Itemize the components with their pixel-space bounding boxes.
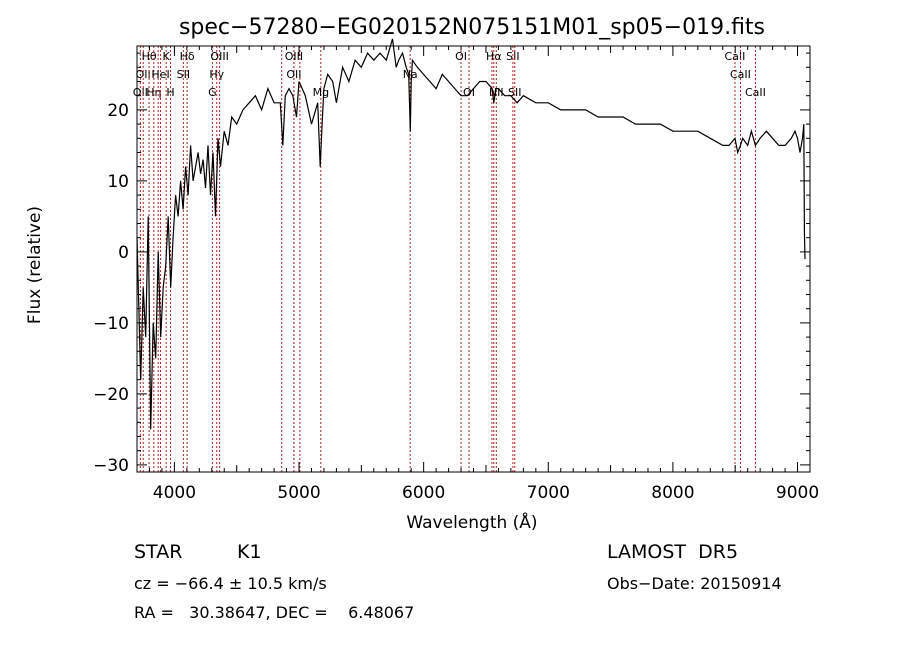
observation-date: Obs−Date: 20150914 [607, 574, 782, 593]
spectral-line-label: Hθ [142, 50, 157, 63]
object-subclass: K1 [237, 541, 262, 563]
spectrum-line [136, 38, 806, 430]
y-tick-label: −20 [93, 385, 129, 405]
spectral-line-label: Hα [486, 50, 502, 63]
spectral-line-label: SII [508, 86, 521, 99]
spectral-line-label: H [166, 86, 174, 99]
spectral-line-label: K [163, 50, 171, 63]
y-tick-label: 0 [118, 243, 129, 263]
spectral-line-label: OIII [285, 50, 303, 63]
spectral-line-label: Na [403, 68, 418, 81]
x-tick-label: 9000 [776, 483, 819, 503]
y-tick-label: −30 [93, 456, 129, 476]
sky-coordinates: RA = 30.38647, DEC = 6.48067 [134, 603, 415, 622]
spectral-line-label: HeI [151, 68, 169, 81]
plot-frame [136, 45, 811, 473]
x-tick-label: 7000 [527, 483, 570, 503]
survey-release: LAMOST DR5 [607, 541, 739, 563]
spectral-line-label: G [208, 86, 217, 99]
x-tick-label: 6000 [402, 483, 445, 503]
spectral-line-label: SII [177, 68, 190, 81]
spectral-line-label: OI [463, 86, 475, 99]
x-tick-label: 4000 [153, 483, 196, 503]
x-tick-label: 5000 [277, 483, 320, 503]
spectral-line-label: OIII [210, 50, 228, 63]
y-tick-label: 20 [107, 101, 129, 121]
spectral-line-label: CaII [730, 68, 751, 81]
y-axis-label: Flux (relative) [25, 206, 45, 324]
object-class: STAR [134, 541, 183, 563]
x-axis: 4000 5000 6000 7000 8000 9000 [136, 46, 819, 503]
y-axis: −30 −20 −10 0 10 20 [93, 52, 810, 476]
x-axis-label: Wavelength (Å) [406, 511, 537, 533]
spectral-line-label: OII [136, 68, 151, 81]
spectral-line-label: Hη [146, 86, 161, 99]
spectral-line-label: SII [506, 50, 519, 63]
spectral-line-label: OII [286, 68, 301, 81]
y-tick-label: −10 [93, 314, 129, 334]
y-tick-label: 10 [107, 172, 129, 192]
spectral-line-label: Mg [313, 86, 329, 99]
spectral-line-label: OI [455, 50, 467, 63]
chart-title: spec−57280−EG020152N075151M01_sp05−019.f… [179, 15, 765, 40]
spectral-line-label: CaII [745, 86, 766, 99]
x-tick-label: 8000 [651, 483, 694, 503]
spectral-line-label: Hγ [209, 68, 224, 81]
spectral-line-label: Hδ [180, 50, 195, 63]
redshift-velocity: cz = −66.4 ± 10.5 km/s [134, 574, 327, 593]
